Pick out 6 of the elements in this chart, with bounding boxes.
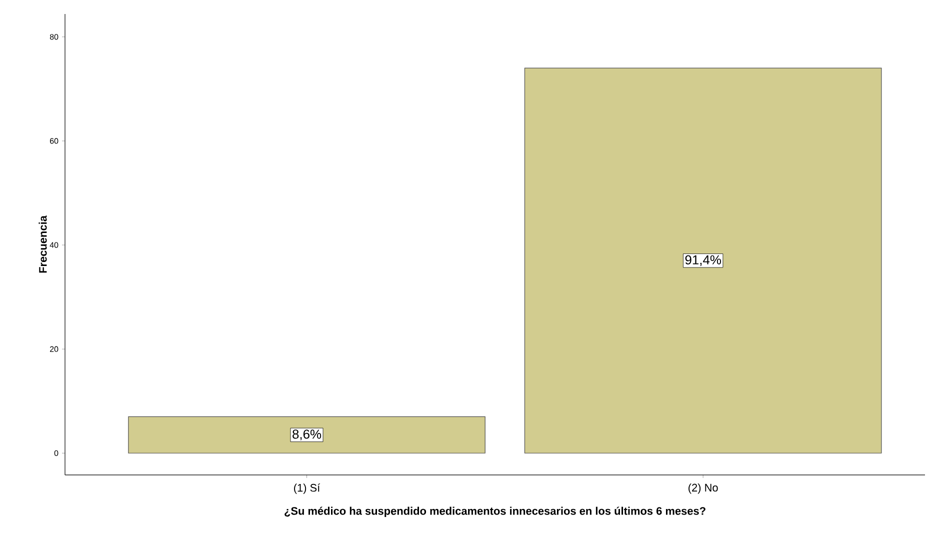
x-tick-label: (2) No: [688, 484, 718, 494]
annotation: 91,4%: [685, 255, 721, 266]
y-axis-title: Frecuencia: [38, 215, 47, 273]
annotation: 8,6%: [292, 430, 322, 440]
x-axis-title: ¿Su médico ha suspendido medicamentos innecesarios en los últimos 6 meses?: [284, 506, 706, 517]
x-tick-label: (1) Sí: [294, 484, 320, 494]
